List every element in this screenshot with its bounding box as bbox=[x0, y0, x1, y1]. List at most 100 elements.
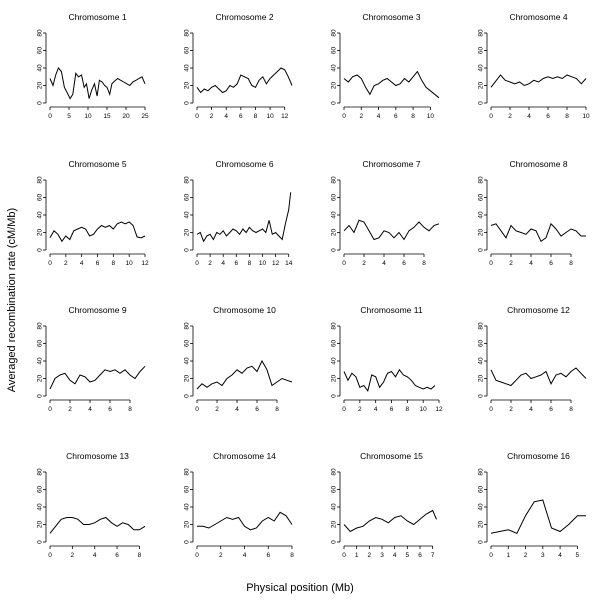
x-tick-label: 4 bbox=[527, 113, 531, 120]
x-tick-label: 8 bbox=[254, 113, 258, 120]
chart-panel: Chromosome 2 0 20 40 60 80 0 2 4 6 8 10 12 bbox=[184, 12, 293, 120]
series-line bbox=[49, 67, 146, 100]
x-tick-label: 2 bbox=[509, 260, 513, 267]
series-line bbox=[196, 192, 292, 243]
x-tick-label: 2 bbox=[210, 113, 214, 120]
x-tick-label: 0 bbox=[489, 552, 493, 559]
chart-title: Chromosome 10 bbox=[213, 305, 276, 315]
x-tick-label: 0 bbox=[342, 260, 346, 267]
chart-title: Chromosome 14 bbox=[213, 451, 276, 461]
y-tick-label: 80 bbox=[37, 176, 44, 184]
x-tick-label: 2 bbox=[359, 113, 363, 120]
y-tick-label: 0 bbox=[37, 248, 44, 252]
y-tick-label: 0 bbox=[478, 248, 485, 252]
x-tick-label: 6 bbox=[239, 113, 243, 120]
x-tick-label: 3 bbox=[541, 552, 545, 559]
y-tick-label: 60 bbox=[478, 340, 485, 348]
x-tick-label: 6 bbox=[108, 406, 112, 413]
y-tick-label: 0 bbox=[37, 540, 44, 544]
x-tick-label: 6 bbox=[549, 260, 553, 267]
series-line bbox=[490, 74, 587, 88]
y-tick-label: 0 bbox=[478, 540, 485, 544]
x-tick-label: 10 bbox=[126, 260, 134, 267]
y-tick-label: 60 bbox=[478, 47, 485, 55]
chart-panel: Chromosome 10 0 20 40 60 80 0 2 4 6 8 bbox=[184, 305, 293, 413]
y-tick-label: 80 bbox=[184, 176, 191, 184]
y-tick-label: 80 bbox=[331, 176, 338, 184]
y-tick-label: 60 bbox=[37, 340, 44, 348]
chart-title: Chromosome 3 bbox=[362, 12, 420, 22]
x-tick-label: 4 bbox=[393, 552, 397, 559]
y-tick-label: 60 bbox=[37, 486, 44, 494]
x-tick-label: 8 bbox=[565, 113, 569, 120]
x-tick-label: 8 bbox=[422, 260, 426, 267]
chart-panel: Chromosome 4 0 20 40 60 80 0 2 4 6 8 10 bbox=[478, 12, 590, 120]
y-tick-label: 60 bbox=[37, 47, 44, 55]
x-tick-label: 1 bbox=[506, 552, 510, 559]
x-tick-label: 0 bbox=[342, 552, 346, 559]
chart-panel: Chromosome 3 0 20 40 60 80 0 2 4 6 8 10 bbox=[331, 12, 440, 120]
x-tick-label: 0 bbox=[195, 260, 199, 267]
x-tick-label: 4 bbox=[382, 260, 386, 267]
x-tick-label: 0 bbox=[195, 406, 199, 413]
chart-title: Chromosome 9 bbox=[68, 305, 126, 315]
y-tick-label: 0 bbox=[37, 101, 44, 105]
series-line bbox=[49, 221, 146, 243]
chart-title: Chromosome 8 bbox=[509, 159, 567, 169]
x-tick-label: 2 bbox=[71, 552, 75, 559]
x-tick-label: 1 bbox=[355, 552, 359, 559]
x-tick-label: 4 bbox=[558, 552, 562, 559]
x-tick-label: 10 bbox=[266, 113, 274, 120]
x-tick-label: 6 bbox=[115, 552, 119, 559]
chart-panel: Chromosome 14 0 20 40 60 80 0 2 4 6 8 bbox=[184, 451, 294, 559]
y-tick-label: 20 bbox=[37, 375, 44, 383]
chart-title: Chromosome 2 bbox=[215, 12, 273, 22]
chart-title: Chromosome 1 bbox=[68, 12, 126, 22]
y-tick-label: 80 bbox=[184, 322, 191, 330]
chart-panel: Chromosome 6 0 20 40 60 80 0 2 4 6 8 10 12 14 bbox=[184, 159, 293, 267]
x-tick-label: 5 bbox=[67, 113, 71, 120]
y-tick-label: 0 bbox=[478, 394, 485, 398]
series-line bbox=[343, 368, 436, 392]
x-axis-label: Physical position (Mb) bbox=[246, 582, 354, 594]
x-tick-label: 4 bbox=[377, 113, 381, 120]
y-tick-label: 0 bbox=[37, 394, 44, 398]
y-tick-label: 80 bbox=[184, 468, 191, 476]
y-tick-label: 20 bbox=[478, 82, 485, 90]
chart-title: Chromosome 6 bbox=[215, 159, 273, 169]
y-tick-label: 40 bbox=[331, 503, 338, 511]
chart-panel: Chromosome 13 0 20 40 60 80 0 2 4 6 8 bbox=[37, 451, 146, 559]
x-tick-label: 8 bbox=[248, 260, 252, 267]
series-line bbox=[490, 222, 586, 243]
y-tick-label: 40 bbox=[184, 503, 191, 511]
x-tick-label: 10 bbox=[427, 113, 435, 120]
y-tick-label: 80 bbox=[37, 322, 44, 330]
x-tick-label: 4 bbox=[374, 406, 378, 413]
y-tick-label: 40 bbox=[184, 211, 191, 219]
x-tick-label: 0 bbox=[342, 406, 346, 413]
y-tick-label: 20 bbox=[478, 229, 485, 237]
y-tick-label: 80 bbox=[478, 322, 485, 330]
series-line bbox=[490, 499, 586, 534]
y-tick-label: 40 bbox=[37, 211, 44, 219]
y-tick-label: 20 bbox=[184, 82, 191, 90]
x-tick-label: 4 bbox=[80, 260, 84, 267]
x-tick-label: 10 bbox=[420, 406, 428, 413]
y-tick-label: 20 bbox=[37, 521, 44, 529]
x-tick-label: 6 bbox=[266, 552, 270, 559]
y-tick-label: 40 bbox=[37, 64, 44, 72]
y-tick-label: 60 bbox=[184, 194, 191, 202]
x-tick-label: 6 bbox=[549, 406, 553, 413]
y-tick-label: 60 bbox=[184, 340, 191, 348]
x-tick-label: 2 bbox=[524, 552, 528, 559]
y-tick-label: 60 bbox=[331, 194, 338, 202]
x-tick-label: 8 bbox=[569, 406, 573, 413]
series-line bbox=[196, 67, 293, 94]
x-tick-label: 2 bbox=[358, 406, 362, 413]
series-line bbox=[197, 511, 293, 531]
chart-title: Chromosome 15 bbox=[360, 451, 423, 461]
x-tick-label: 2 bbox=[362, 260, 366, 267]
y-tick-label: 0 bbox=[184, 101, 191, 105]
x-tick-label: 10 bbox=[84, 113, 92, 120]
